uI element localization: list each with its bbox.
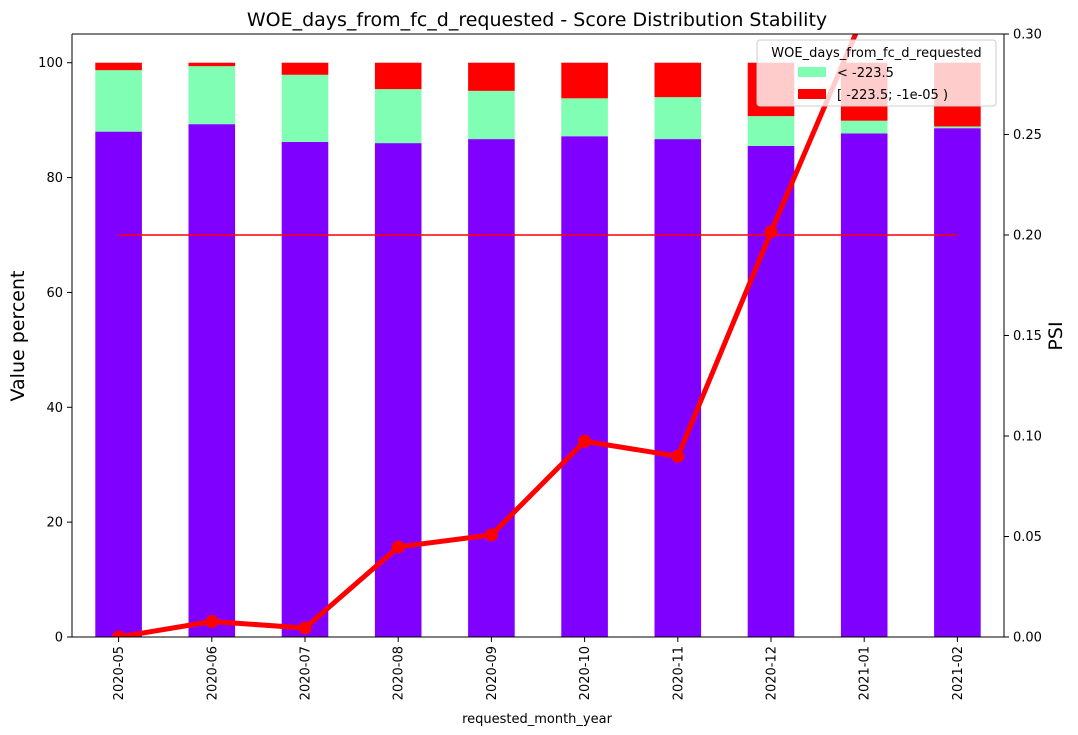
bar-segment-2020-07-0 — [281, 141, 329, 637]
psi-point-2021-01 — [858, 7, 871, 20]
bar-segment-2021-01-0 — [840, 133, 888, 637]
x-tick-label: 2020-12 — [765, 646, 780, 700]
bar-segment-2020-10-1 — [561, 98, 608, 137]
bar-segment-2020-09-0 — [468, 139, 515, 637]
bar-segment-2021-02-0 — [934, 128, 981, 637]
y2-tick-label: 0.30 — [1013, 28, 1042, 43]
psi-point-2020-07 — [298, 621, 312, 635]
psi-point-2020-12 — [764, 225, 778, 239]
bar-segment-2021-02-1 — [934, 126, 981, 129]
bar-segment-2020-05-1 — [95, 70, 142, 132]
x-tick-label: 2021-02 — [951, 646, 966, 700]
bar-segment-2020-12-0 — [747, 145, 795, 637]
legend-label-2: [ -223.5; -1e-05 ) — [837, 88, 948, 103]
bar-segment-2020-09-2 — [468, 62, 515, 91]
x-tick-label: 2020-07 — [299, 646, 314, 700]
y2-tick-label: 0.05 — [1013, 530, 1042, 545]
bar-segment-2020-08-0 — [374, 143, 422, 637]
bar-segment-2020-12-1 — [747, 116, 795, 146]
y2-tick-label: 0.00 — [1013, 631, 1042, 646]
data-marks — [95, 7, 981, 637]
bar-segment-2020-11-0 — [654, 139, 702, 637]
bar-segment-2020-05-2 — [95, 62, 142, 71]
legend-label-1: < -223.5 — [837, 66, 894, 81]
plot-area: 0 20 40 60 80 100 0.00 0.05 0.10 0.15 0.20 0.25 0.30… — [38, 7, 1042, 701]
bar-segment-2020-06-1 — [188, 66, 236, 125]
psi-point-2020-09 — [484, 528, 498, 542]
x-tick-label: 2021-01 — [858, 646, 873, 700]
x-tick-label: 2020-10 — [578, 646, 593, 700]
bar-segment-2020-06-0 — [188, 124, 236, 637]
bar-segment-2020-05-0 — [95, 131, 142, 637]
bar-segment-2020-11-1 — [654, 97, 702, 140]
bar-segment-2020-08-1 — [374, 89, 422, 144]
bar-segment-2020-08-2 — [374, 62, 422, 90]
psi-point-2020-05 — [112, 630, 126, 637]
y2-axis-title: PSI — [1045, 321, 1067, 350]
psi-point-2020-11 — [671, 449, 685, 463]
psi-point-2020-10 — [578, 434, 592, 448]
axes-frame: 0 20 40 60 80 100 0.00 0.05 0.10 0.15 0.20 0.25 0.30… — [38, 28, 1042, 701]
x-tick-label: 2020-08 — [392, 646, 407, 700]
legend-swatch-2 — [798, 89, 826, 99]
bar-segment-2020-06-2 — [188, 62, 236, 67]
psi-point-2020-06 — [205, 615, 219, 629]
bar-segment-2020-10-2 — [561, 62, 608, 99]
y-tick-label: 100 — [38, 56, 63, 71]
legend: WOE_days_from_fc_d_requested < -223.5 [ -2… — [756, 39, 997, 107]
bar-segment-2020-07-1 — [281, 74, 329, 142]
x-tick-label: 2020-05 — [112, 646, 127, 700]
y-tick-label: 60 — [46, 286, 63, 301]
y-tick-label: 80 — [46, 171, 63, 186]
bar-segment-2021-01-1 — [840, 120, 888, 134]
psi-point-2020-08 — [391, 540, 405, 554]
x-axis-title: requested_month_year — [462, 712, 613, 727]
x-tick-label: 2020-11 — [671, 646, 686, 700]
y-axis-title: Value percent — [7, 271, 29, 402]
legend-swatch-1 — [798, 67, 826, 77]
y2-tick-label: 0.25 — [1013, 128, 1042, 143]
y2-tick-label: 0.15 — [1013, 329, 1042, 344]
y-tick-label: 0 — [55, 631, 63, 646]
psi-line — [116, 34, 859, 637]
legend-title: WOE_days_from_fc_d_requested — [771, 46, 981, 61]
y-tick-label: 40 — [46, 401, 63, 416]
bar-segment-2020-07-2 — [281, 62, 329, 75]
y2-tick-label: 0.10 — [1013, 430, 1042, 445]
y2-tick-label: 0.20 — [1013, 229, 1042, 244]
chart-title: WOE_days_from_fc_d_requested - Score Dis… — [247, 9, 827, 31]
x-tick-label: 2020-06 — [205, 646, 220, 700]
x-tick-label: 2020-09 — [485, 646, 500, 700]
bar-segment-2020-09-1 — [468, 90, 515, 140]
bar-segment-2020-11-2 — [654, 62, 702, 98]
y-tick-label: 20 — [46, 516, 63, 531]
bar-segment-2020-10-0 — [561, 136, 608, 637]
